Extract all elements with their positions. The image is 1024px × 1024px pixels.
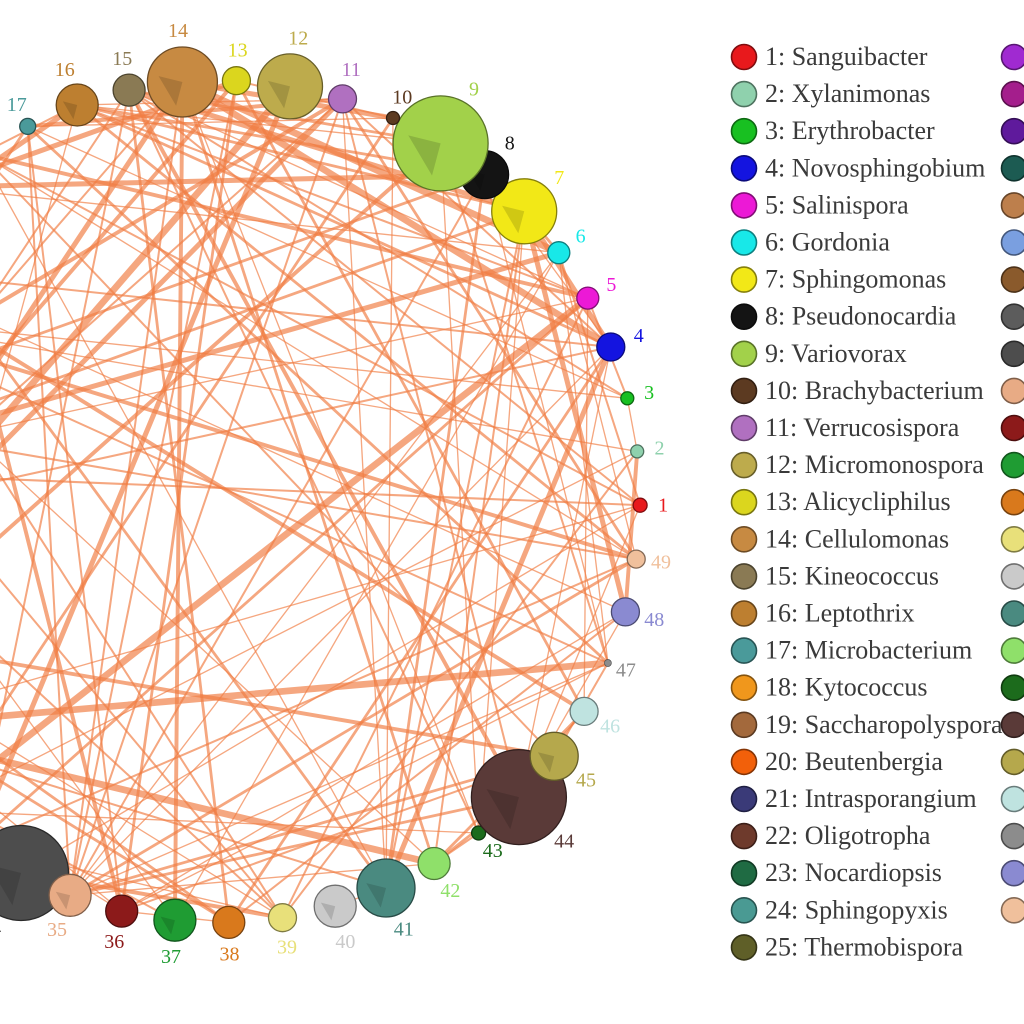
svg-text:43: 43 [483, 840, 503, 862]
svg-text:7: Sphingomonas: 7: Sphingomonas [765, 265, 946, 294]
svg-text:5: 5 [606, 274, 616, 296]
svg-text:8: 8 [505, 133, 515, 155]
svg-text:2: 2 [655, 438, 665, 460]
svg-text:1: 1 [658, 494, 668, 516]
svg-text:14: Cellulomonas: 14: Cellulomonas [765, 524, 949, 553]
svg-text:12: Micromonospora: 12: Micromonospora [765, 450, 984, 479]
svg-text:12: 12 [288, 28, 308, 50]
svg-text:39: 39 [277, 936, 297, 958]
svg-text:34: 34 [0, 918, 1, 940]
svg-text:4: Novosphingobium: 4: Novosphingobium [765, 153, 985, 182]
svg-text:14: 14 [168, 20, 188, 42]
svg-text:23: Nocardiopsis: 23: Nocardiopsis [765, 858, 942, 887]
svg-text:10: Brachybacterium: 10: Brachybacterium [765, 376, 984, 405]
svg-text:7: 7 [554, 167, 564, 189]
svg-text:16: 16 [55, 59, 75, 81]
svg-text:20: Beutenbergia: 20: Beutenbergia [765, 747, 943, 776]
svg-text:21: Intrasporangium: 21: Intrasporangium [765, 784, 977, 813]
svg-text:13: Alicycliphilus: 13: Alicycliphilus [765, 487, 951, 516]
svg-text:36: 36 [104, 931, 124, 953]
svg-text:42: 42 [440, 880, 460, 902]
svg-text:41: 41 [394, 918, 414, 940]
svg-text:46: 46 [600, 715, 620, 737]
svg-text:25: Thermobispora: 25: Thermobispora [765, 932, 964, 961]
svg-text:38: 38 [220, 943, 240, 965]
svg-text:11: Verrucosispora: 11: Verrucosispora [765, 413, 960, 442]
svg-text:17: Microbacterium: 17: Microbacterium [765, 636, 972, 665]
svg-text:37: 37 [161, 946, 181, 968]
svg-text:9: 9 [469, 78, 479, 100]
svg-text:24: Sphingopyxis: 24: Sphingopyxis [765, 895, 948, 924]
svg-text:11: 11 [342, 59, 361, 81]
svg-text:16: Leptothrix: 16: Leptothrix [765, 599, 914, 628]
svg-text:49: 49 [651, 552, 671, 574]
svg-text:40: 40 [335, 931, 355, 953]
svg-text:45: 45 [576, 770, 596, 792]
svg-text:10: 10 [392, 87, 412, 109]
svg-text:3: Erythrobacter: 3: Erythrobacter [765, 116, 935, 145]
svg-text:13: 13 [228, 40, 248, 62]
svg-text:8: Pseudonocardia: 8: Pseudonocardia [765, 302, 957, 331]
svg-text:17: 17 [7, 94, 27, 116]
svg-text:4: 4 [634, 325, 644, 347]
svg-text:15: 15 [112, 48, 132, 70]
svg-text:1: Sanguibacter: 1: Sanguibacter [765, 42, 928, 71]
svg-text:2: Xylanimonas: 2: Xylanimonas [765, 79, 930, 108]
svg-text:9: Variovorax: 9: Variovorax [765, 339, 907, 368]
svg-text:3: 3 [644, 382, 654, 404]
svg-text:47: 47 [616, 660, 636, 682]
svg-text:6: 6 [576, 226, 586, 248]
svg-text:48: 48 [644, 609, 664, 631]
svg-text:6: Gordonia: 6: Gordonia [765, 228, 890, 257]
svg-text:35: 35 [47, 919, 67, 941]
svg-text:44: 44 [554, 831, 574, 853]
svg-text:18: Kytococcus: 18: Kytococcus [765, 673, 927, 702]
svg-text:19: Saccharopolyspora: 19: Saccharopolyspora [765, 710, 1003, 739]
svg-text:15: Kineococcus: 15: Kineococcus [765, 561, 939, 590]
svg-text:5: Salinispora: 5: Salinispora [765, 190, 909, 219]
svg-text:22: Oligotropha: 22: Oligotropha [765, 821, 931, 850]
